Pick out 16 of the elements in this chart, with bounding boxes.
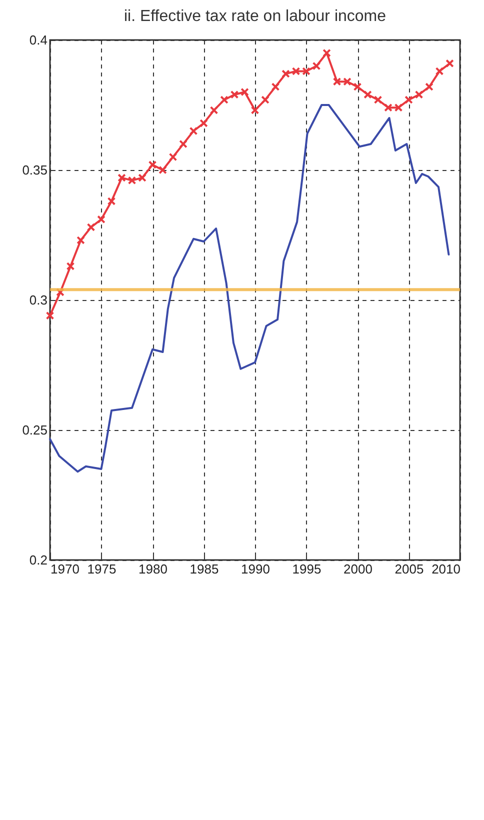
x-tick-label: 1990 <box>241 562 270 576</box>
x-tick-label: 1980 <box>138 562 168 576</box>
y-tick-label: 0.3 <box>29 292 48 308</box>
chart-title: ii. Effective tax rate on labour income <box>124 8 386 25</box>
x-tick-label: 1985 <box>190 562 219 576</box>
x-tick-label: 1995 <box>292 562 322 576</box>
line-series <box>49 104 450 473</box>
x-tick-label: 2000 <box>344 562 372 576</box>
x-tick-label: 1970 <box>50 562 80 576</box>
y-tick-label: 0.35 <box>22 162 48 178</box>
x-tick-label: 2005 <box>394 562 424 576</box>
x-tick-label: 1975 <box>87 562 116 576</box>
y-tick-label: 0.25 <box>22 422 48 438</box>
y-tick-label: 0.2 <box>29 552 48 568</box>
x-tick-label: 2010 <box>432 562 460 576</box>
y-tick-label: 0.4 <box>29 32 48 48</box>
